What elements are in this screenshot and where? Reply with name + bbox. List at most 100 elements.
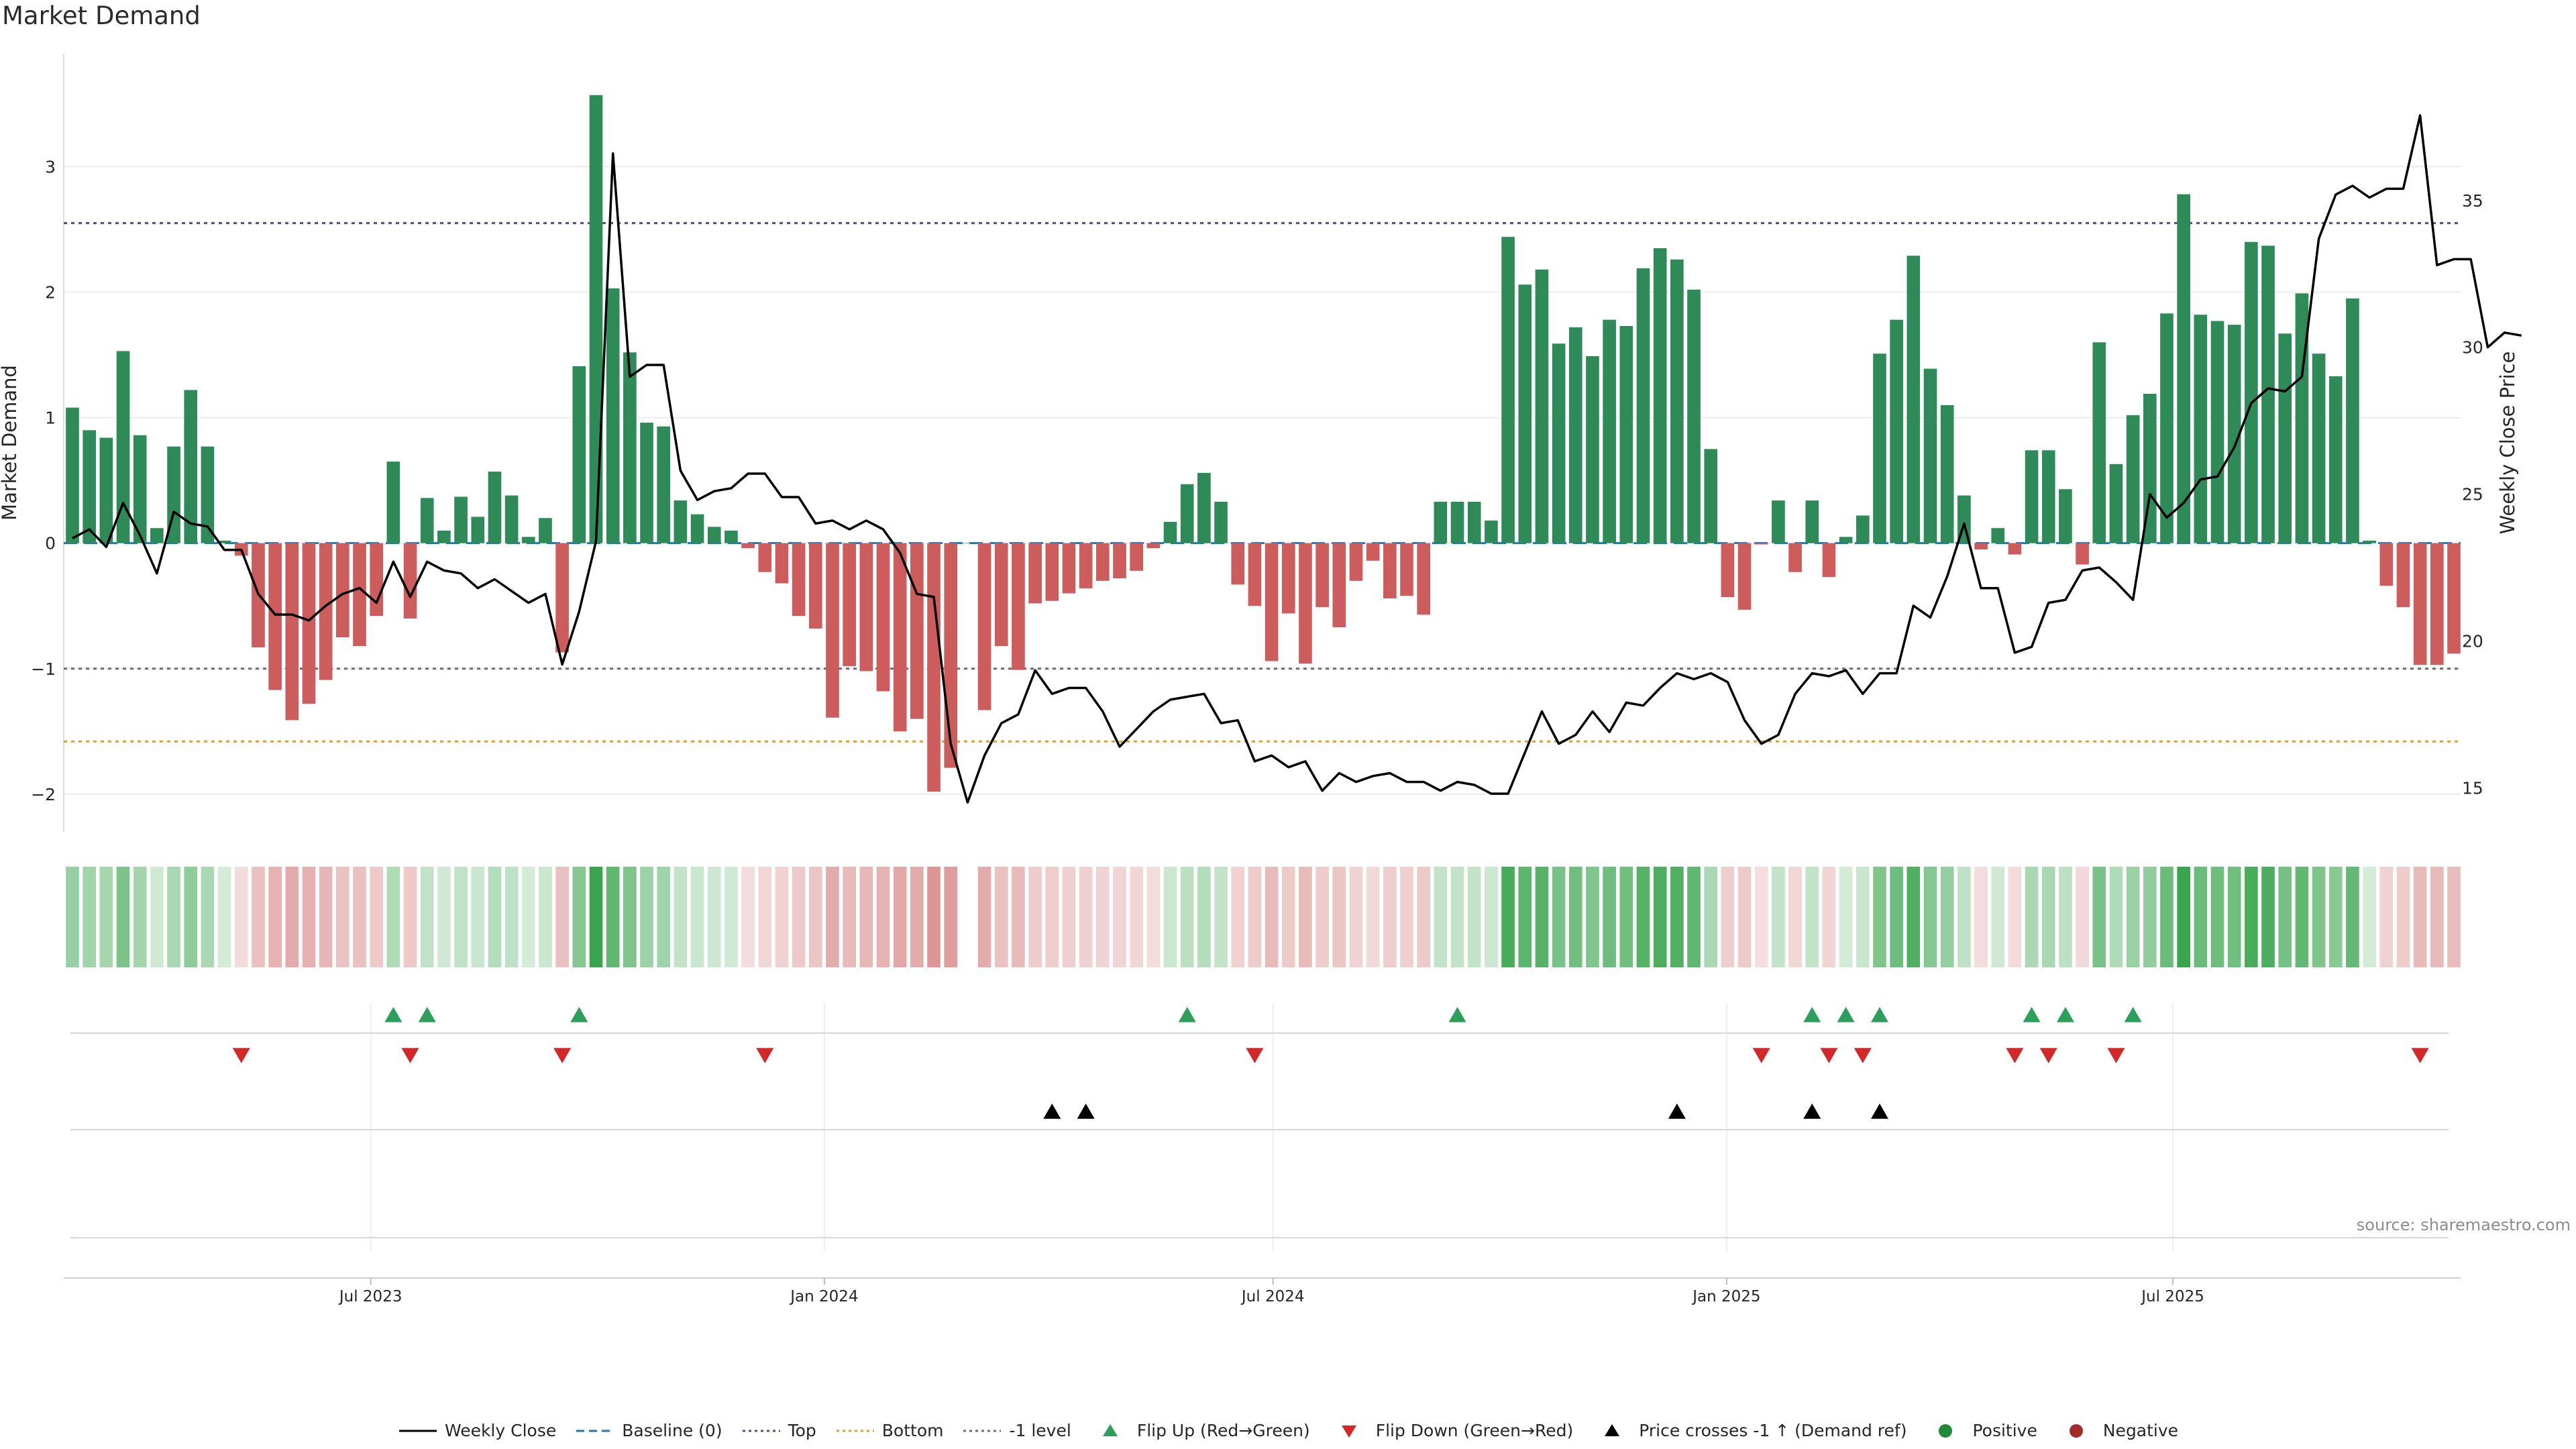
heat-cell	[1586, 867, 1599, 967]
heat-cell	[927, 867, 941, 967]
heat-cell	[1130, 867, 1143, 967]
legend-label: Price crosses -1 ↑ (Demand ref)	[1639, 1421, 1907, 1440]
weekly-close-line	[72, 114, 2522, 804]
demand-bar	[893, 543, 907, 732]
heat-cell	[1400, 867, 1413, 967]
demand-bar	[1231, 543, 1245, 585]
heat-cell	[1485, 867, 1498, 967]
heat-cell	[1214, 867, 1228, 967]
heat-cell	[724, 867, 738, 967]
heat-cell	[1248, 867, 1262, 967]
demand-bar	[640, 423, 653, 543]
demand-bar	[116, 351, 130, 543]
legend-swatch	[742, 1430, 780, 1432]
heat-cell	[201, 867, 215, 967]
heat-cell	[1603, 867, 1616, 967]
demand-bar	[741, 543, 755, 549]
legend-label: Baseline (0)	[622, 1421, 722, 1440]
heat-cell	[1737, 867, 1752, 967]
heat-cell	[521, 867, 535, 967]
x-tick-label: Jan 2025	[1691, 1288, 1760, 1305]
flip-up-marker	[1448, 1007, 1466, 1022]
heat-cell	[1772, 867, 1785, 967]
demand-bar	[99, 437, 113, 543]
price-cross-marker	[1668, 1104, 1686, 1119]
demand-bar	[66, 407, 79, 543]
heat-cell	[707, 867, 721, 967]
heat-cell	[1332, 867, 1346, 967]
heat-cell	[133, 867, 147, 967]
heat-cell	[572, 867, 586, 967]
legend-swatch	[398, 1430, 437, 1432]
flip-down-marker	[1752, 1048, 1770, 1063]
heat-cell	[606, 867, 620, 967]
demand-heat-strip	[66, 867, 2461, 967]
y2-tick-label: 25	[2462, 485, 2483, 504]
demand-bar	[2447, 543, 2461, 654]
heat-cell	[977, 867, 991, 967]
demand-bar	[471, 517, 485, 543]
flip-up-marker	[2023, 1007, 2041, 1022]
heat-cell	[1079, 867, 1093, 967]
heat-cell	[1957, 867, 1971, 967]
heat-cell	[2126, 867, 2140, 967]
demand-bar	[555, 543, 569, 653]
heat-cell	[302, 867, 316, 967]
demand-bar	[1214, 501, 1228, 543]
demand-bar	[1299, 543, 1312, 664]
heat-cell	[1822, 867, 1836, 967]
heat-cell	[1231, 867, 1245, 967]
demand-bar	[2194, 315, 2208, 543]
legend: Weekly Close Baseline (0) Top Bottom -1 leve…	[0, 1421, 2576, 1440]
heat-cell	[370, 867, 384, 967]
demand-bar	[690, 514, 704, 543]
heat-cell	[2346, 867, 2359, 967]
heat-cell	[1923, 867, 1937, 967]
heat-cell	[1467, 867, 1481, 967]
heat-cell	[2413, 867, 2427, 967]
heat-cell	[2008, 867, 2022, 967]
heat-cell	[184, 867, 198, 967]
demand-bar	[1772, 500, 1785, 543]
heat-cell	[471, 867, 485, 967]
heat-cell	[1890, 867, 1903, 967]
flip-down-marker	[1820, 1048, 1838, 1063]
x-tick-label: Jul 2024	[1240, 1288, 1305, 1305]
demand-bar	[1366, 543, 1380, 561]
demand-bar	[758, 543, 772, 572]
demand-bar	[2346, 298, 2359, 543]
demand-bar	[1095, 543, 1110, 581]
demand-bar	[961, 543, 975, 544]
heat-cell	[1687, 867, 1701, 967]
price-cross-marker	[1870, 1104, 1888, 1119]
heat-cell	[589, 867, 603, 967]
heat-cell	[640, 867, 653, 967]
heat-cell	[1653, 867, 1667, 967]
legend-label: Weekly Close	[444, 1421, 557, 1440]
y-tick-label: 2	[45, 282, 56, 302]
heat-cell	[2261, 867, 2275, 967]
heat-cell	[994, 867, 1008, 967]
x-tick-label: Jan 2024	[789, 1288, 858, 1305]
demand-bar	[572, 366, 586, 543]
demand-bars	[66, 95, 2461, 792]
x-tick-label: Jul 2025	[2140, 1288, 2204, 1305]
demand-bar	[1265, 543, 1279, 661]
legend-label: -1 level	[1009, 1421, 1071, 1440]
legend-swatch	[836, 1430, 874, 1432]
heat-cell	[2041, 867, 2055, 967]
legend-label: Top	[788, 1421, 816, 1440]
heat-cell	[2379, 867, 2394, 967]
legend-swatch	[1605, 1424, 1620, 1436]
heat-cell	[1754, 867, 1768, 967]
demand-bar	[1822, 543, 1836, 578]
heat-cell	[83, 867, 96, 967]
chart-title: Market Demand	[2, 1, 201, 30]
demand-bar	[1923, 368, 1937, 543]
demand-bar	[1754, 543, 1768, 545]
y2-tick-label: 15	[2462, 778, 2483, 798]
legend-item: Bottom	[835, 1421, 943, 1440]
demand-bar	[2413, 543, 2427, 665]
heat-cell	[2092, 867, 2106, 967]
y2-tick-label: 20	[2462, 631, 2483, 651]
